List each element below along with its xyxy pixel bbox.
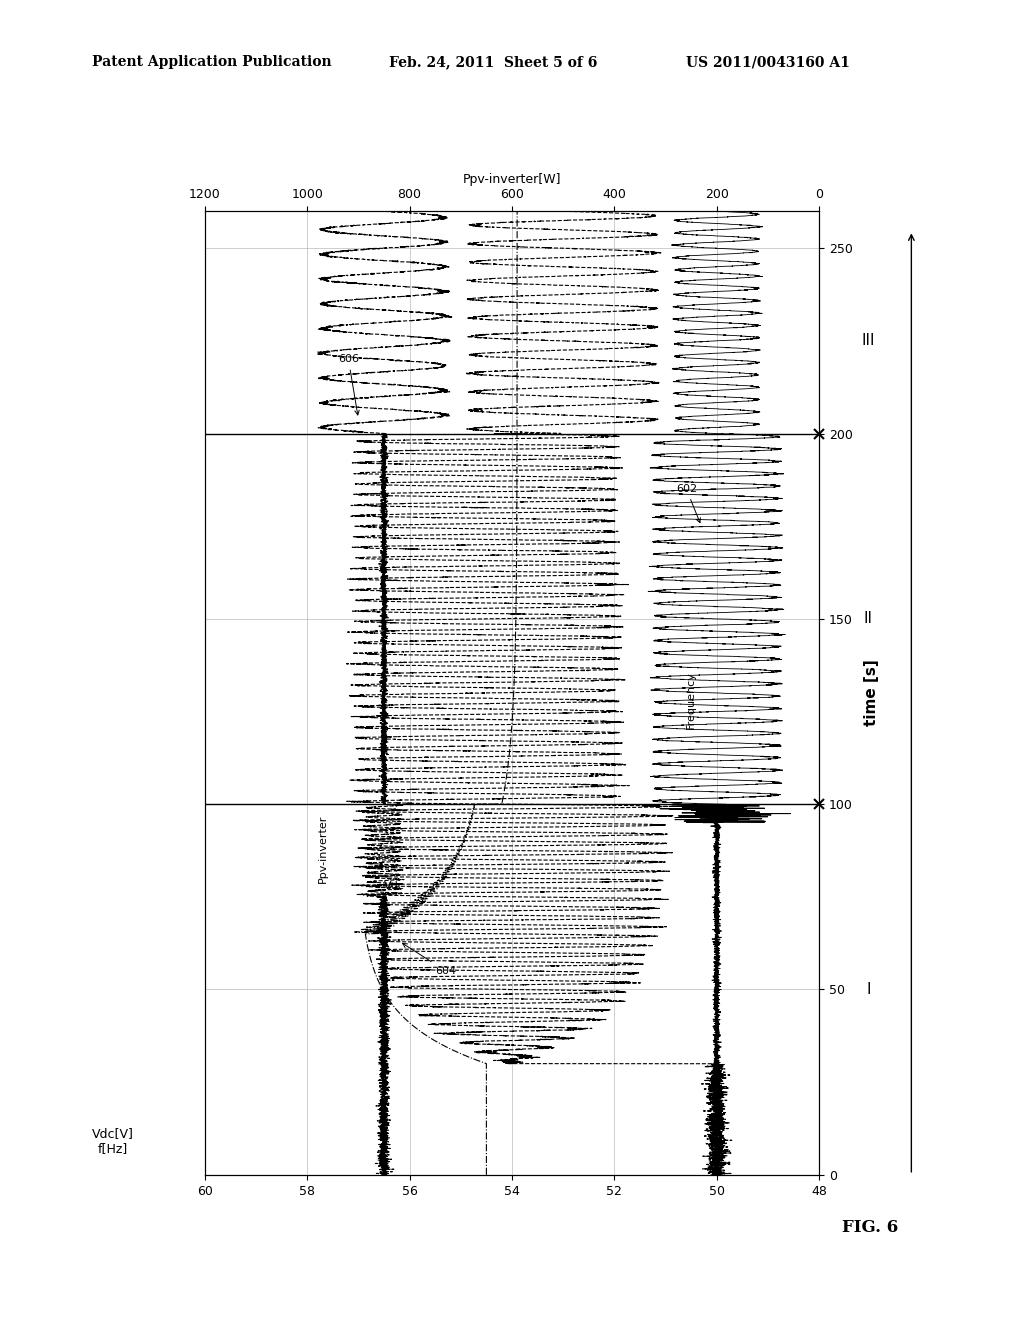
Text: Vdc[V]
f[Hz]: Vdc[V] f[Hz]	[92, 1127, 133, 1155]
X-axis label: Ppv-inverter[W]: Ppv-inverter[W]	[463, 173, 561, 186]
Text: Ppv-inverter: Ppv-inverter	[317, 814, 328, 883]
Text: Vdc: Vdc	[384, 880, 404, 891]
Text: 604: 604	[402, 944, 457, 975]
Text: 606: 606	[338, 355, 359, 414]
Text: Frequency: Frequency	[686, 672, 696, 730]
Text: FIG. 6: FIG. 6	[843, 1220, 898, 1236]
Text: Feb. 24, 2011  Sheet 5 of 6: Feb. 24, 2011 Sheet 5 of 6	[389, 55, 597, 70]
Text: II: II	[864, 611, 872, 627]
Text: I: I	[866, 982, 870, 997]
Text: III: III	[861, 334, 876, 348]
Text: US 2011/0043160 A1: US 2011/0043160 A1	[686, 55, 850, 70]
Text: Patent Application Publication: Patent Application Publication	[92, 55, 332, 70]
Text: 602: 602	[676, 484, 700, 523]
Y-axis label: time [s]: time [s]	[864, 660, 879, 726]
